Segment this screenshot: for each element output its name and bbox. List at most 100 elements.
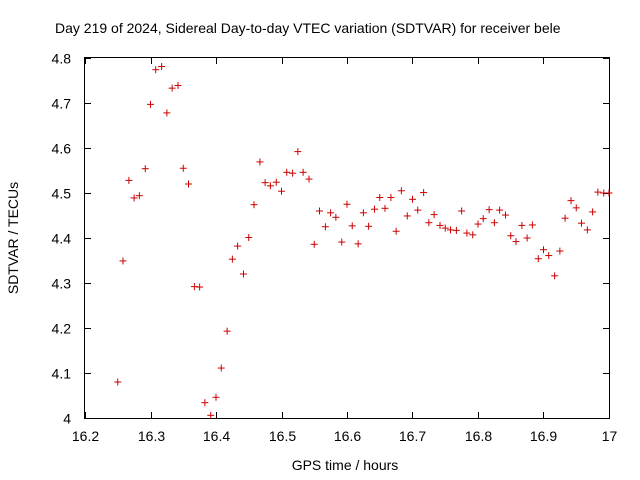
x-tick-label: 16.4 — [203, 428, 230, 444]
data-point — [174, 81, 182, 89]
data-point — [403, 212, 411, 220]
data-point — [278, 187, 285, 195]
data-point — [158, 63, 166, 71]
data-point — [240, 270, 248, 278]
data-point — [534, 255, 542, 263]
y-tick-label: 4.8 — [52, 51, 72, 67]
y-tick-label: 4.2 — [52, 321, 72, 337]
data-point — [359, 209, 367, 217]
data-point — [458, 207, 466, 215]
data-point — [310, 240, 318, 248]
data-point — [130, 194, 138, 202]
data-point — [114, 378, 122, 386]
data-point — [463, 229, 471, 237]
data-point — [147, 100, 154, 108]
data-point — [376, 194, 384, 201]
data-point — [196, 283, 204, 291]
data-point — [299, 168, 307, 176]
y-tick-label: 4.1 — [52, 366, 72, 382]
data-point — [152, 66, 160, 74]
x-tick-label: 16.8 — [465, 428, 492, 444]
data-point — [207, 411, 215, 419]
data-point — [551, 272, 559, 280]
data-point — [261, 179, 269, 187]
data-point — [414, 206, 422, 214]
axis-ticks: 16.2 16.3 16.4 16.5 16.6 16.7 16.8 16.9 17 4 4.1 4.… — [52, 51, 618, 445]
data-point — [485, 206, 493, 214]
data-point — [245, 234, 253, 242]
data-point — [234, 242, 242, 250]
data-point — [223, 327, 231, 335]
x-tick-label: 16.3 — [138, 428, 165, 444]
data-point — [594, 188, 602, 196]
data-point — [556, 247, 564, 255]
data-point — [441, 224, 449, 232]
data-point — [332, 213, 340, 221]
data-point — [119, 257, 127, 265]
y-tick-label: 4.6 — [52, 141, 72, 157]
data-point — [496, 206, 504, 214]
data-point — [338, 238, 346, 246]
y-tick-label: 4.3 — [52, 276, 72, 292]
data-point — [392, 227, 400, 235]
y-tick-label: 4.5 — [52, 186, 72, 202]
x-tick-label: 16.9 — [530, 428, 557, 444]
x-axis-label: GPS time / hours — [292, 457, 399, 473]
data-point — [201, 399, 209, 407]
data-point — [436, 221, 444, 229]
data-point — [256, 158, 264, 166]
data-point — [327, 209, 335, 217]
data-point — [430, 211, 438, 219]
data-point — [305, 175, 313, 183]
data-point — [605, 189, 613, 197]
data-point — [283, 168, 291, 176]
data-points — [114, 63, 613, 419]
x-tick-label: 16.7 — [399, 428, 426, 444]
data-point — [266, 182, 274, 190]
data-point — [446, 226, 454, 234]
data-point — [545, 252, 553, 260]
data-point — [518, 221, 526, 229]
data-point — [125, 176, 133, 184]
data-point — [184, 180, 192, 188]
data-point — [365, 222, 373, 230]
data-point — [502, 211, 510, 219]
data-point — [479, 215, 487, 223]
data-point — [512, 238, 520, 246]
data-point — [315, 207, 323, 215]
x-tick-label: 16.5 — [269, 428, 296, 444]
data-point — [289, 169, 297, 177]
data-point — [561, 214, 569, 222]
data-point — [212, 393, 220, 401]
data-point — [321, 223, 329, 231]
data-point — [354, 240, 362, 248]
data-point — [577, 219, 585, 227]
data-point — [387, 194, 395, 201]
y-axis-label: SDTVAR / TECUs — [5, 182, 21, 294]
data-point — [135, 192, 143, 200]
data-point — [540, 246, 547, 254]
data-point — [397, 187, 405, 195]
data-point — [583, 226, 591, 234]
data-point — [507, 232, 515, 240]
data-point — [343, 200, 351, 208]
data-point — [250, 201, 258, 209]
data-point — [272, 178, 280, 186]
data-point — [348, 222, 356, 230]
data-point — [490, 219, 498, 227]
data-point — [567, 197, 575, 205]
x-tick-label: 17 — [602, 428, 618, 444]
data-point — [523, 234, 531, 242]
chart-title: Day 219 of 2024, Sidereal Day-to-day VTE… — [55, 20, 561, 36]
data-point — [452, 226, 460, 234]
data-point — [294, 148, 302, 156]
data-point — [409, 195, 416, 203]
x-tick-label: 16.6 — [334, 428, 361, 444]
data-point — [163, 109, 171, 117]
x-tick-label: 16.2 — [72, 428, 99, 444]
data-point — [168, 84, 176, 92]
y-tick-label: 4.7 — [52, 96, 72, 112]
data-point — [141, 165, 149, 173]
data-point — [528, 221, 536, 229]
data-point — [179, 164, 187, 172]
